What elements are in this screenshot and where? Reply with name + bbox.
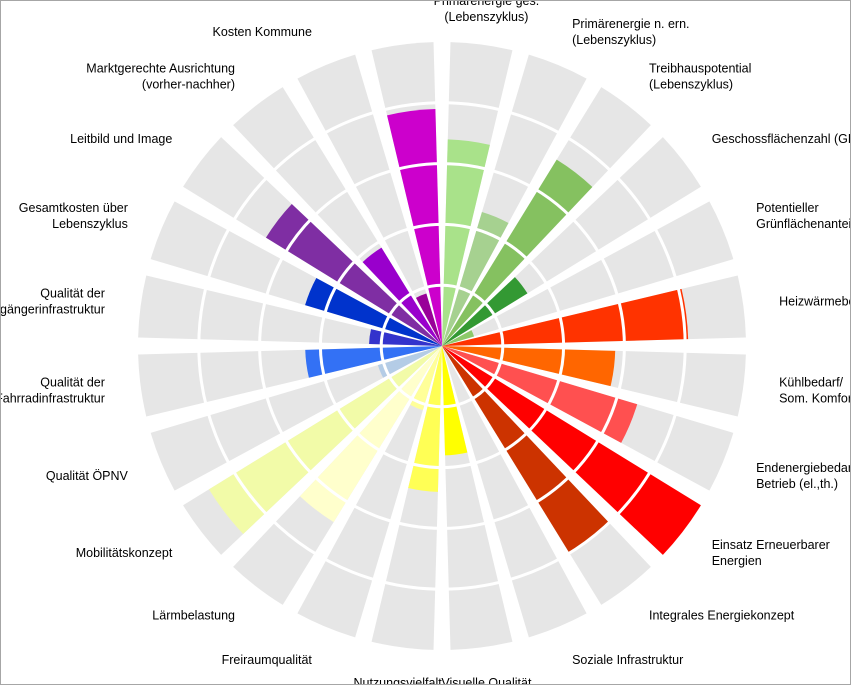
category-label-20: Leitbild und Image: [70, 132, 172, 146]
category-label-line: Marktgerechte Ausrichtung: [86, 61, 235, 75]
category-label-line: Fußgängerinfrastruktur: [1, 303, 105, 317]
bar-18: [369, 329, 442, 346]
category-label-line: Qualität der: [40, 375, 105, 389]
category-label-line: Kühlbedarf/: [779, 375, 843, 389]
category-label-15: Mobilitätskonzept: [76, 546, 173, 560]
category-label-line: (Lebenszyklus): [572, 33, 656, 47]
data-bars: [208, 108, 701, 555]
bar-21: [362, 247, 442, 346]
category-label-16: Qualität ÖPNV: [46, 469, 129, 483]
category-label-3: Geschossflächenzahl (GFZ): [712, 132, 850, 146]
category-label-line: Qualität ÖPNV: [46, 469, 129, 483]
category-label-line: Primärenergie n. ern.: [572, 17, 689, 31]
category-label-6: Kühlbedarf/Som. Komfort: [779, 375, 850, 405]
category-label-2: Treibhauspotential (Lebenszyklus): [649, 61, 751, 91]
category-label-line: Grünflächenanteil: [756, 217, 850, 231]
ring-gridlines: [197, 101, 687, 591]
category-label-12: Nutzungsvielfalt: [353, 676, 442, 684]
category-label-4: Potentieller Grünflächenanteil: [756, 201, 850, 231]
category-label-22: Kosten Kommune: [213, 25, 312, 39]
bar-7: [442, 346, 638, 443]
bar-11: [442, 346, 468, 456]
ring-gridline: [197, 101, 687, 591]
bar-0: [442, 139, 490, 346]
bar-8: [442, 346, 701, 555]
category-label-line: Energien: [712, 554, 762, 568]
category-label-line: Freiraumqualität: [222, 653, 313, 667]
ring-gridline: [258, 162, 626, 530]
bar-4: [442, 330, 475, 346]
category-label-11: Visuelle Qualität: [441, 676, 532, 684]
category-label-10: Soziale Infrastruktur: [572, 653, 683, 667]
category-label-line: Heizwärmebedarf: [779, 295, 850, 309]
category-label-line: Primärenergie ges.: [434, 1, 540, 8]
bar-13: [410, 346, 442, 411]
category-label-5: Heizwärmebedarf: [779, 295, 850, 309]
category-label-9: Integrales Energiekonzept: [649, 609, 795, 623]
bar-6: [442, 346, 616, 387]
category-label-line: (Lebenszyklus): [444, 10, 528, 24]
category-label-line: Som. Komfort: [779, 391, 850, 405]
ring-gridline: [379, 283, 505, 409]
category-label-line: (Lebenszyklus): [649, 77, 733, 91]
bar-19: [305, 278, 442, 346]
category-label-17: Qualität der Fahrradinfrastruktur: [1, 375, 105, 405]
bar-17: [305, 346, 442, 378]
bar-20: [265, 203, 442, 346]
category-label-line: Nutzungsvielfalt: [353, 676, 442, 684]
category-label-1: Primärenergie n. ern. (Lebenszyklus): [572, 17, 689, 47]
category-label-line: Gesamtkosten über: [19, 201, 128, 215]
category-label-line: Kosten Kommune: [213, 25, 312, 39]
category-label-line: Geschossflächenzahl (GFZ): [712, 132, 850, 146]
category-label-8: Einsatz Erneuerbarer Energien: [712, 538, 830, 568]
category-label-line: Treibhauspotential: [649, 61, 751, 75]
ring-gridline: [318, 222, 566, 470]
category-label-14: Lärmbelastung: [152, 609, 235, 623]
category-label-line: Einsatz Erneuerbarer: [712, 538, 830, 552]
category-label-line: Lärmbelastung: [152, 609, 235, 623]
bar-12: [408, 346, 442, 492]
bar-15: [208, 346, 442, 534]
category-label-line: Mobilitätskonzept: [76, 546, 173, 560]
bar-22: [415, 293, 442, 346]
category-label-7: Endenergiebedarf Betrieb (el.,th.): [756, 461, 850, 491]
category-label-line: Visuelle Qualität: [441, 676, 532, 684]
bar-9: [442, 346, 610, 554]
background-sector: [138, 275, 442, 346]
category-label-18: Qualität der Fußgängerinfrastruktur: [1, 287, 105, 317]
category-label-13: Freiraumqualität: [222, 653, 313, 667]
category-label-line: Lebenszyklus: [52, 217, 128, 231]
category-label-line: Endenergiebedarf: [756, 461, 850, 475]
category-label-line: Potentieller: [756, 201, 819, 215]
category-label-line: Integrales Energiekonzept: [649, 609, 795, 623]
category-label-line: Leitbild und Image: [70, 132, 172, 146]
category-label-line: Fahrradinfrastruktur: [1, 391, 105, 405]
bar-14: [299, 346, 442, 523]
category-label-line: Soziale Infrastruktur: [572, 653, 683, 667]
category-label-21: Marktgerechte Ausrichtung (vorher-nachher…: [86, 61, 235, 91]
bar-16: [377, 346, 442, 378]
bar-3: [442, 277, 528, 346]
bar-1: [442, 211, 509, 346]
category-label-line: Betrieb (el.,th.): [756, 477, 838, 491]
category-label-line: Qualität der: [40, 287, 105, 301]
bar-5: [442, 288, 689, 346]
category-label-0: Primärenergie ges. (Lebenszyklus): [434, 1, 540, 24]
category-label-line: (vorher-nachher): [142, 77, 235, 91]
category-label-19: Gesamtkosten über Lebenszyklus: [19, 201, 128, 231]
